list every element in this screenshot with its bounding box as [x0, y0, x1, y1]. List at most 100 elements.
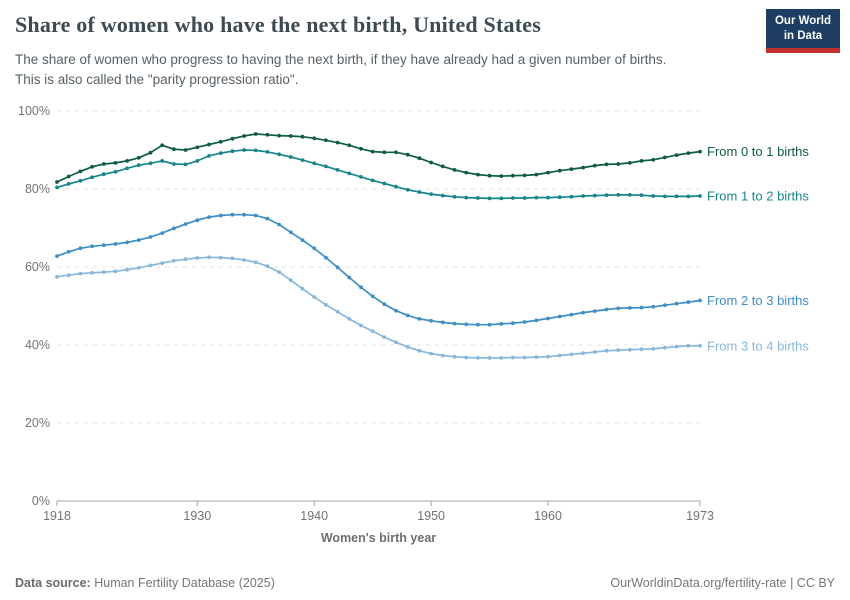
series-point-3-1943 — [347, 317, 352, 321]
series-point-2-1941 — [324, 255, 328, 260]
series-point-3-1930 — [195, 256, 200, 260]
series-point-3-1960 — [546, 354, 550, 359]
series-point-0-1929 — [183, 148, 188, 152]
data-source-value: Human Fertility Database (2025) — [94, 576, 275, 590]
license-credit: OurWorldinData.org/fertility-rate | CC B… — [610, 576, 835, 590]
series-point-1-1934 — [242, 148, 247, 152]
series-point-0-1937 — [277, 133, 281, 138]
data-source: Data source: Human Fertility Database (2… — [15, 576, 275, 590]
series-point-3-1933 — [230, 256, 235, 261]
series-point-3-1967 — [628, 347, 632, 352]
series-point-3-1929 — [183, 257, 188, 262]
series-point-3-1944 — [359, 323, 363, 328]
series-point-3-1942 — [335, 309, 340, 314]
series-point-3-1928 — [172, 258, 176, 263]
y-tick-label-100: 100% — [18, 104, 50, 118]
series-point-2-1936 — [265, 216, 270, 221]
series-point-0-1925 — [136, 155, 141, 160]
series-point-2-1926 — [148, 235, 153, 239]
series-point-3-1955 — [487, 356, 492, 360]
series-point-0-1942 — [335, 140, 340, 145]
series-point-2-1973 — [698, 298, 702, 303]
series-point-1-1972 — [686, 194, 691, 199]
series-point-2-1946 — [382, 302, 387, 306]
owid-logo-line2: in Data — [783, 29, 823, 42]
series-point-0-1972 — [686, 151, 691, 155]
series-point-2-1929 — [183, 222, 188, 226]
series-point-3-1931 — [207, 255, 211, 260]
series-point-0-1969 — [651, 157, 656, 162]
series-point-2-1924 — [125, 240, 129, 245]
series-point-1-1954 — [476, 196, 480, 200]
series-point-2-1921 — [90, 244, 94, 249]
series-point-0-1951 — [440, 164, 445, 169]
series-point-1-1959 — [534, 195, 539, 200]
series-point-2-1966 — [616, 306, 621, 311]
series-point-2-1953 — [464, 322, 469, 327]
series-point-2-1949 — [417, 317, 422, 321]
series-point-2-1956 — [499, 322, 504, 326]
series-point-0-1953 — [464, 170, 469, 175]
series-point-2-1970 — [663, 303, 667, 308]
series-point-2-1950 — [429, 318, 433, 323]
series-point-1-1936 — [265, 150, 270, 154]
owid-logo-line1: Our World — [774, 15, 831, 28]
series-point-1-1952 — [452, 194, 457, 199]
series-point-2-1972 — [686, 300, 691, 304]
series-label-3: From 3 to 4 births — [707, 338, 809, 353]
series-point-2-1967 — [628, 306, 632, 310]
series-point-1-1946 — [382, 181, 387, 186]
x-tick-label-1940: 1940 — [300, 509, 328, 523]
series-point-0-1931 — [207, 142, 211, 147]
series-point-3-1956 — [499, 356, 504, 360]
series-point-3-1962 — [569, 352, 574, 357]
series-point-2-1922 — [101, 243, 106, 248]
series-point-2-1948 — [405, 313, 410, 318]
series-label-0: From 0 to 1 births — [707, 144, 809, 159]
series-point-0-1940 — [312, 136, 317, 141]
series-point-3-1940 — [312, 295, 317, 299]
series-point-3-1959 — [534, 355, 539, 359]
series-point-1-1961 — [557, 195, 562, 200]
series-point-1-1965 — [604, 193, 609, 198]
series-point-0-1952 — [452, 168, 457, 172]
series-point-3-1921 — [90, 270, 94, 275]
series-point-1-1950 — [429, 192, 433, 196]
series-point-1-1933 — [230, 149, 235, 154]
x-tick-label-1918: 1918 — [43, 509, 71, 523]
y-tick-label-40: 40% — [25, 338, 50, 352]
series-point-3-1949 — [417, 348, 422, 353]
series-point-0-1963 — [581, 165, 585, 170]
series-point-1-1956 — [499, 196, 504, 201]
series-point-2-1960 — [546, 316, 550, 321]
series-point-3-1927 — [160, 261, 165, 265]
series-point-3-1934 — [242, 258, 247, 262]
series-point-3-1936 — [265, 264, 270, 269]
series-point-2-1947 — [394, 308, 398, 313]
series-point-1-1964 — [592, 193, 597, 198]
series-point-3-1932 — [218, 255, 223, 260]
series-point-2-1971 — [674, 301, 679, 306]
series-point-1-1948 — [405, 187, 410, 192]
series-point-0-1957 — [511, 173, 515, 178]
series-point-0-1928 — [172, 147, 176, 152]
series-point-2-1968 — [639, 305, 644, 310]
series-point-0-1962 — [569, 167, 574, 171]
series-point-2-1952 — [452, 321, 457, 326]
series-point-1-1955 — [487, 196, 492, 201]
series-point-1-1945 — [370, 178, 375, 183]
series-point-1-1949 — [417, 190, 422, 194]
series-point-3-1919 — [66, 273, 71, 278]
series-point-0-1943 — [347, 143, 352, 148]
series-label-1: From 1 to 2 births — [707, 189, 809, 204]
x-tick-label-1973: 1973 — [686, 509, 714, 523]
series-point-2-1957 — [511, 321, 515, 326]
series-point-1-1929 — [183, 162, 188, 167]
series-point-1-1969 — [651, 194, 656, 198]
series-point-1-1940 — [312, 161, 317, 166]
series-point-0-1967 — [628, 161, 632, 165]
series-point-3-1939 — [300, 286, 305, 291]
series-point-2-1937 — [277, 222, 281, 227]
x-tick-label-1930: 1930 — [183, 509, 211, 523]
series-point-3-1935 — [253, 260, 258, 265]
